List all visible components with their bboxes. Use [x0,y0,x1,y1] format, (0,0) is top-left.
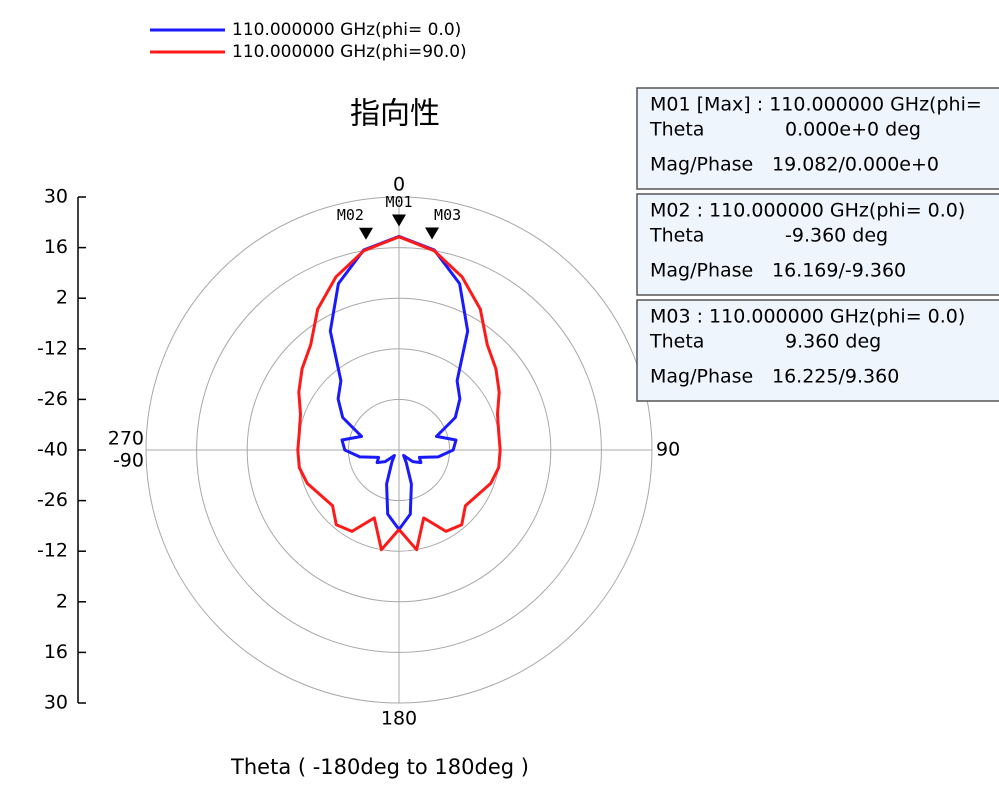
legend-label: 110.000000 GHz(phi= 0.0) [232,20,461,40]
marker-mag-label: Mag/Phase [650,366,753,388]
chart-title: 指向性 [350,97,440,132]
theta-tick-label: 90 [656,439,680,461]
marker [392,214,406,227]
r-tick-label: 2 [56,287,68,309]
marker-header: M02 : 110.000000 GHz(phi= 0.0) [650,200,965,222]
r-tick-label: 16 [44,236,68,258]
theta-tick-label: 180 [381,708,417,730]
marker-theta-label: Theta [649,225,704,247]
theta-tick-label: 0 [393,174,405,196]
marker-mag: 19.082/0.000e+0 [772,154,939,176]
marker-name: M03 [434,206,461,224]
marker-mag: 16.225/9.360 [772,366,899,388]
marker-mag-label: Mag/Phase [650,260,753,282]
marker-box [636,87,999,190]
r-tick-label: -12 [37,337,68,359]
marker-theta: 0.000e+0 deg [785,119,921,141]
marker-mag: 16.169/-9.360 [772,260,906,282]
marker-header: M03 : 110.000000 GHz(phi= 0.0) [650,306,965,328]
marker-name: M02 [337,206,364,224]
marker-theta: -9.360 deg [785,225,888,247]
marker-box [636,193,999,296]
theta-tick-label: 270 [108,428,144,450]
r-tick-label: -26 [37,489,68,511]
r-tick-label: 30 [44,186,68,208]
r-tick-label: -12 [37,540,68,562]
axis-label: Theta ( -180deg to 180deg ) [230,755,529,779]
marker [358,227,373,240]
r-tick-label: 2 [56,590,68,612]
marker-theta-label: Theta [649,119,704,141]
marker [425,227,440,240]
series-line [296,235,502,552]
marker-mag-label: Mag/Phase [650,154,753,176]
r-tick-label: -40 [37,439,68,461]
marker-theta-label: Theta [649,331,704,353]
marker-box [636,299,999,402]
r-tick-label: 16 [44,641,68,663]
legend-label: 110.000000 GHz(phi=90.0) [232,42,467,62]
marker-theta: 9.360 deg [785,331,881,353]
marker-name: M01 [385,193,412,211]
r-tick-label: 30 [44,692,68,714]
theta-tick-label: -90 [113,450,144,472]
r-tick-label: -26 [37,388,68,410]
marker-header: M01 [Max] : 110.000000 GHz(phi= [650,94,982,116]
